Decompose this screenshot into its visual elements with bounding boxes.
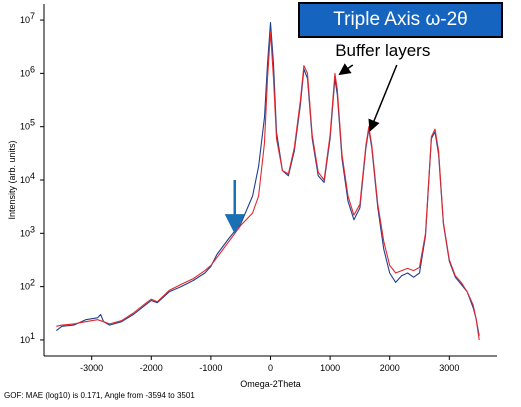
chart-title: Triple Axis ω-2θ (298, 2, 503, 38)
y-tick-exponent: 3 (30, 224, 35, 234)
buffer-layers-label: Buffer layers (335, 41, 430, 60)
y-tick-exponent: 2 (30, 278, 35, 288)
buffer-arrow-2 (368, 64, 398, 132)
y-tick-exponent: 6 (30, 64, 35, 74)
x-axis-label: Omega-2Theta (240, 379, 301, 389)
y-tick-exponent: 4 (30, 171, 35, 181)
y-tick-label: 10 (20, 175, 30, 185)
buffer-arrow-1 (338, 63, 354, 76)
y-tick-label: 10 (20, 122, 30, 132)
y-axis-label: Intensity (arb. units) (7, 140, 17, 219)
x-tick-label: 0 (268, 363, 273, 373)
fit-summary-footer: GOF: MAE (log10) is 0.171, Angle from -3… (4, 391, 195, 400)
simulated-curve (56, 31, 480, 341)
x-tick-label: -1000 (199, 363, 222, 373)
x-tick-label: 1000 (320, 363, 340, 373)
x-tick-label: -3000 (80, 363, 103, 373)
y-tick-exponent: 7 (30, 11, 35, 21)
y-tick-label: 10 (20, 282, 30, 292)
series-layer (55, 21, 480, 341)
y-tick-label: 10 (20, 15, 30, 25)
y-tick-exponent: 1 (30, 331, 35, 341)
y-tick-label: 10 (20, 335, 30, 345)
y-tick-exponent: 5 (30, 118, 35, 128)
annotation-layer: Buffer layers (224, 41, 430, 235)
y-tick-label: 10 (20, 68, 30, 78)
x-tick-label: -2000 (140, 363, 163, 373)
x-tick-label: 3000 (439, 363, 459, 373)
y-tick-label: 10 (20, 228, 30, 238)
x-tick-label: 2000 (380, 363, 400, 373)
